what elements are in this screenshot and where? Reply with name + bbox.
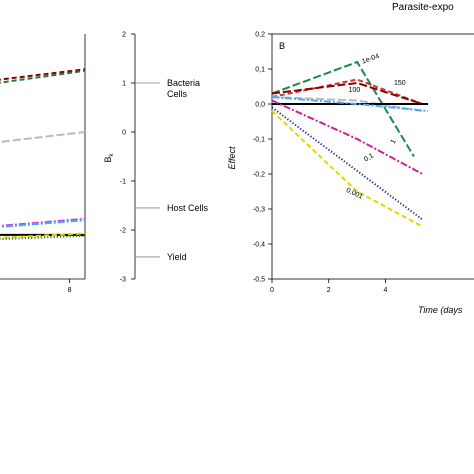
left-x-tick-label: 8: [68, 287, 72, 294]
panel-b-label: B: [279, 41, 285, 51]
bk-axis-label: Bk: [103, 152, 115, 162]
b-series-label-7: 0,1: [363, 152, 375, 163]
left-series-line-7: [0, 234, 86, 241]
b-series-label-2: 100: [349, 87, 361, 94]
bk-axis-label-sub: k: [109, 152, 115, 156]
b-y-tick-label: -0,4: [253, 242, 265, 249]
b-series-line-6: [271, 99, 423, 175]
b-series-line-7: [271, 106, 424, 221]
left-series-line-4: [0, 219, 86, 228]
left-series-line-2: [0, 131, 86, 143]
b-series-label-6: 1: [390, 138, 398, 145]
b-series-line-0: [271, 60, 415, 158]
b-series-line-8: [271, 110, 423, 228]
b-series-label-8: 0,001: [345, 187, 364, 201]
bk-tick-label: -3: [120, 277, 126, 284]
bk-tick-label: -1: [120, 179, 126, 186]
b-y-tick-label: -0,5: [253, 277, 265, 284]
b-series-label-1: 150: [394, 80, 406, 87]
bk-scale-panel: 2 1 0 -1 -2 -3 Bacteria Cells Host Cells Yield B…: [103, 32, 209, 284]
b-y-tick-label: -0,2: [253, 172, 265, 179]
left-panel: 8: [0, 34, 86, 294]
left-series-line-1: [0, 69, 86, 84]
b-series-line-1: [271, 78, 423, 105]
bk-tick-label: -2: [120, 228, 126, 235]
panel-b-y-axis-label: Effect: [227, 146, 237, 170]
bk-marker-label-1: Host Cells: [167, 203, 209, 213]
panel-b-x-axis-label: Time (days: [418, 305, 463, 315]
b-y-tick-label: -0,1: [253, 137, 265, 144]
bk-axis-label-main: B: [103, 156, 113, 162]
bk-tick-label: 0: [122, 130, 126, 137]
left-series-line-3: [0, 217, 86, 227]
bk-marker-label-0: Bacteria Cells: [167, 78, 200, 99]
b-series-line-3: [271, 96, 423, 112]
b-y-tick-label: 0,1: [255, 67, 265, 74]
panel-b-frame: [271, 33, 474, 280]
bk-tick-label: 2: [122, 32, 126, 39]
figure-title: Parasite-expo: [392, 2, 454, 13]
b-y-tick-label: -0,3: [253, 207, 265, 214]
b-x-tick-label: 4: [384, 287, 388, 294]
panel-b: B 0,2 0,1 0,0 -0,1 -0,2 -0,3 -0,4 -0,5 0 2 4 1e-04…: [227, 32, 474, 315]
left-series-line-0: [0, 68, 86, 81]
left-series-line-6: [0, 232, 86, 239]
b-x-tick-label: 0: [270, 287, 274, 294]
b-series-line-2: [271, 81, 423, 105]
b-x-tick-label: 2: [327, 287, 331, 294]
b-y-tick-label: 0,2: [255, 32, 265, 39]
b-series-line-5: [271, 96, 429, 112]
bk-marker-label-2: Yield: [167, 252, 187, 262]
b-series-label-0: 1e-04: [361, 53, 380, 66]
b-y-tick-label: 0,0: [255, 102, 265, 109]
bk-tick-label: 1: [122, 81, 126, 88]
